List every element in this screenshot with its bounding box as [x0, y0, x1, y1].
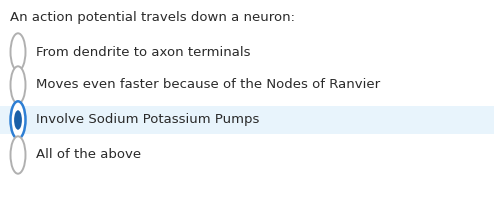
Text: An action potential travels down a neuron:: An action potential travels down a neuro…	[10, 11, 295, 25]
Ellipse shape	[10, 101, 26, 139]
Text: All of the above: All of the above	[36, 148, 141, 162]
Text: Moves even faster because of the Nodes of Ranvier: Moves even faster because of the Nodes o…	[36, 78, 380, 91]
Ellipse shape	[10, 136, 26, 174]
Ellipse shape	[10, 66, 26, 104]
Ellipse shape	[14, 110, 22, 130]
Text: Involve Sodium Potassium Pumps: Involve Sodium Potassium Pumps	[36, 113, 259, 127]
Bar	[0, 106, 494, 134]
Ellipse shape	[10, 33, 26, 71]
Text: From dendrite to axon terminals: From dendrite to axon terminals	[36, 46, 250, 58]
